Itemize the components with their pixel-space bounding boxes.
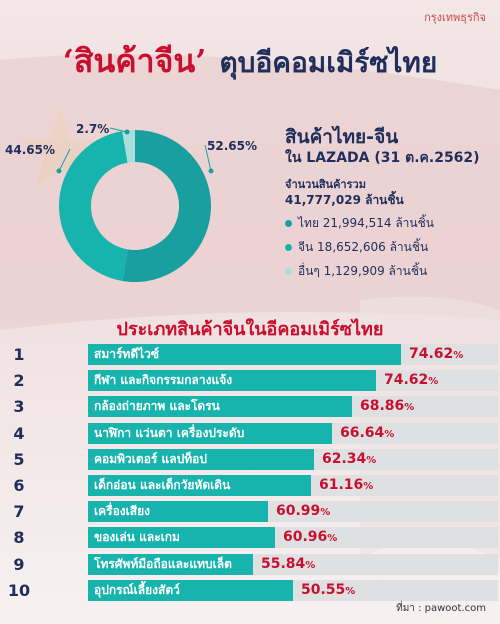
bar <box>88 474 311 496</box>
bar <box>88 527 275 549</box>
bar-rank: 9 <box>13 554 25 574</box>
bar-category-label: กีฬา และกิจกรรมกลางแจ้ง <box>94 373 233 388</box>
legend-item-thai: ไทย 21,994,514 ล้านชิ้น <box>285 214 495 232</box>
bar-category-label: นาฬิกา แว่นตา เครื่องประดับ <box>94 425 245 440</box>
donut-chart <box>56 127 214 282</box>
bar-category-label: คอมพิวเตอร์ แลปท็อป <box>94 451 207 466</box>
bar <box>88 448 314 470</box>
summary-total-label: จำนวนสินค้ารวม <box>285 178 366 191</box>
bar-rank: 10 <box>7 580 31 600</box>
legend-dot <box>285 220 292 227</box>
bar-category-label: โทรศัพท์มือถือและแทบเล็ต <box>94 556 232 571</box>
bar-rank: 6 <box>13 475 25 495</box>
leader-dot-0 <box>208 168 214 174</box>
bar-rank: 2 <box>13 371 25 391</box>
legend-item-china: จีน 18,652,606 ล้านชิ้น <box>285 238 495 256</box>
donut-slice-0 <box>122 130 212 282</box>
bar-value-label: 62.34% <box>322 450 377 467</box>
bar-category-label: อุปกรณ์เลี้ยงสัตว์ <box>94 582 180 597</box>
bar-rank: 8 <box>13 528 25 548</box>
bar <box>88 422 332 444</box>
page-title: ‘สินค้าจีน’ ตุบอีคอมเมิร์ซไทย <box>0 36 500 87</box>
bar-rank: 4 <box>13 423 25 443</box>
bar-value-label: 68.86% <box>360 398 415 415</box>
bar-rank: 5 <box>13 449 25 469</box>
legend-dot <box>285 268 292 275</box>
bar-value-label: 66.64% <box>340 424 395 441</box>
bar <box>88 344 401 365</box>
donut-slice-2 <box>122 130 135 163</box>
title-rest: ตุบอีคอมเมิร์ซไทย <box>219 46 438 79</box>
bar-category-label: เครื่องเสียง <box>94 504 150 519</box>
bar <box>88 501 268 523</box>
donut-label-china: 44.65% <box>5 143 55 157</box>
bar-category-label: เด็กอ่อน และเด็กวัยหัดเดิน <box>94 477 231 492</box>
leader-dot-1 <box>56 168 62 174</box>
bar-category-label: สมาร์ทดีไวซ์ <box>94 347 160 361</box>
leader-dot-2 <box>124 129 130 135</box>
donut-label-other: 2.7% <box>76 122 110 136</box>
bar-value-label: 60.96% <box>283 529 338 546</box>
bar <box>88 579 293 601</box>
bar-value-label: 74.62% <box>384 372 439 389</box>
summary-subtitle: ใน LAZADA (31 ต.ค.2562) <box>285 150 480 166</box>
leader-line-1 <box>58 148 71 172</box>
brand-logo-text: กรุงเทพธุรกิจ <box>424 11 486 24</box>
summary-total-value: 41,777,029 ล้านชิ้น <box>285 193 404 207</box>
section-title: ประเภทสินค้าจีนในอีคอมเมิร์ซไทย <box>116 319 384 340</box>
bar-value-label: 60.99% <box>276 503 331 520</box>
bar-category-label: กล้องถ่ายภาพ และโดรน <box>94 399 220 414</box>
bar-category-label: ของเล่น และเกม <box>94 530 180 545</box>
bar-rank: 7 <box>13 502 25 522</box>
leader-line-2 <box>109 127 128 133</box>
bar <box>88 553 253 575</box>
legend-dot <box>285 244 292 251</box>
bar-rank: 3 <box>13 397 25 417</box>
donut-slice-1 <box>59 131 128 281</box>
legend-item-other: อื่นๆ 1,129,909 ล้านชิ้น <box>285 262 495 280</box>
title-highlight: ‘สินค้าจีน’ <box>62 42 207 80</box>
bar-value-label: 55.84% <box>261 555 316 572</box>
bar <box>88 370 376 392</box>
leader-line-0 <box>204 144 212 172</box>
bar-value-label: 50.55% <box>301 581 356 598</box>
bar-value-label: 74.62% <box>409 346 464 362</box>
source-note: ที่มา : pawoot.com <box>396 603 486 614</box>
bar-rank: 1 <box>13 345 25 364</box>
summary-panel: สินค้าไทย-จีน ใน LAZADA (31 ต.ค.2562) จำ… <box>285 126 495 280</box>
summary-title: สินค้าไทย-จีน <box>285 126 399 148</box>
donut-label-thai: 52.65% <box>207 139 257 153</box>
bar-value-label: 61.16% <box>319 476 374 493</box>
bar <box>88 396 352 418</box>
